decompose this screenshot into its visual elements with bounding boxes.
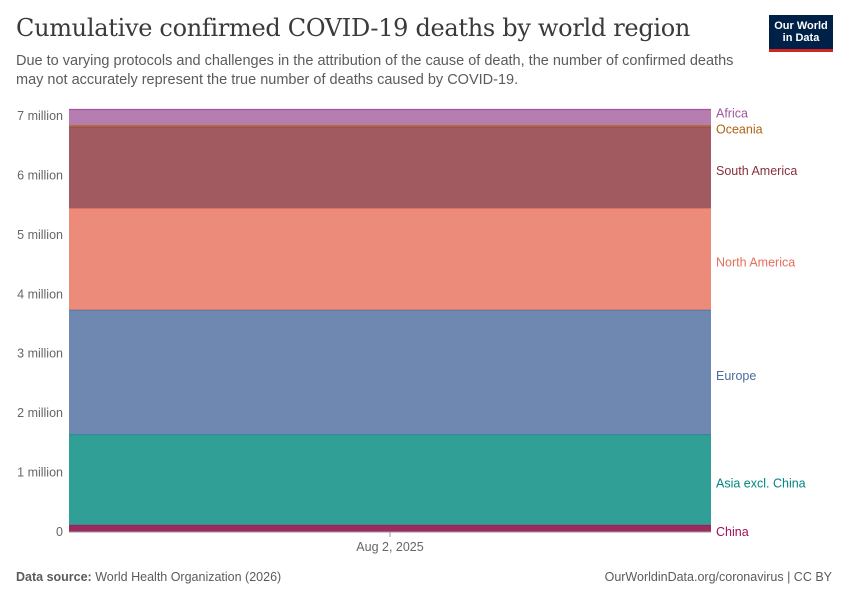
chart-subtitle: Due to varying protocols and challenges … (16, 53, 734, 88)
series-label: Oceania (716, 123, 763, 137)
series-label: South America (716, 164, 797, 178)
area-china (69, 524, 711, 532)
area-oceania (69, 124, 711, 127)
area-asia-excl-china (69, 434, 711, 525)
series-label: Africa (716, 107, 748, 121)
y-tick-label: 5 million (17, 228, 63, 242)
series-label: Asia excl. China (716, 476, 806, 490)
data-source: Data source: World Health Organization (… (16, 570, 281, 584)
owid-logo[interactable]: Our World in Data (769, 15, 833, 52)
data-source-value[interactable]: World Health Organization (2026) (95, 570, 282, 584)
y-tick-label: 3 million (17, 347, 63, 361)
y-tick-label: 6 million (17, 168, 63, 182)
logo-line-2: in Data (782, 32, 820, 44)
y-tick-label: 0 (56, 525, 63, 539)
y-tick-label: 1 million (17, 466, 63, 480)
footer-link[interactable]: OurWorldinData.org/coronavirus | CC BY (604, 570, 832, 584)
series-label: North America (716, 256, 795, 270)
area-south-america (69, 126, 711, 209)
y-tick-label: 7 million (17, 109, 63, 123)
area-europe (69, 309, 711, 435)
y-tick-label: 4 million (17, 287, 63, 301)
x-tick-label: Aug 2, 2025 (356, 540, 423, 554)
data-source-label: Data source: (16, 570, 92, 584)
chart-title: Cumulative confirmed COVID-19 deaths by … (16, 14, 691, 42)
series-label: China (716, 525, 749, 539)
logo-line-1: Our World (774, 20, 828, 32)
series-label: Europe (716, 369, 756, 383)
area-africa (69, 109, 711, 125)
area-north-america (69, 208, 711, 310)
y-tick-label: 2 million (17, 406, 63, 420)
